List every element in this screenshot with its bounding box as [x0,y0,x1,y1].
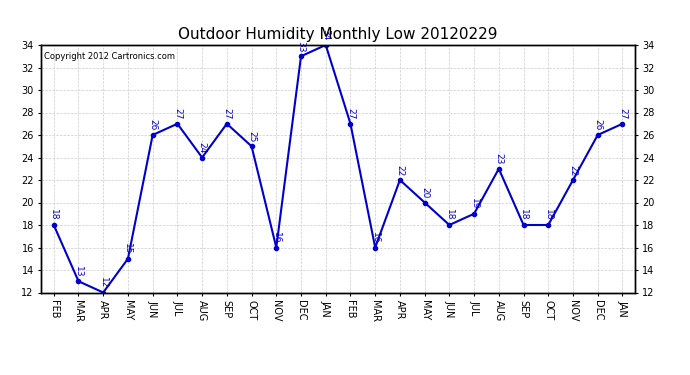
Text: 22: 22 [569,165,578,176]
Text: 12: 12 [99,277,108,288]
Text: 15: 15 [124,243,132,255]
Text: 19: 19 [470,198,479,210]
Text: 27: 27 [346,108,355,120]
Text: 34: 34 [322,30,331,41]
Text: 33: 33 [297,40,306,52]
Title: Outdoor Humidity Monthly Low 20120229: Outdoor Humidity Monthly Low 20120229 [178,27,498,42]
Text: 22: 22 [395,165,404,176]
Text: 18: 18 [445,209,454,221]
Text: 18: 18 [519,209,528,221]
Text: 16: 16 [272,232,281,243]
Text: 25: 25 [247,131,256,142]
Text: 16: 16 [371,232,380,243]
Text: 20: 20 [420,187,429,198]
Text: 23: 23 [494,153,503,165]
Text: 26: 26 [593,120,602,131]
Text: 27: 27 [173,108,182,120]
Text: 13: 13 [74,266,83,277]
Text: 24: 24 [197,142,206,153]
Text: 27: 27 [222,108,231,120]
Text: 18: 18 [544,209,553,221]
Text: 18: 18 [49,209,58,221]
Text: Copyright 2012 Cartronics.com: Copyright 2012 Cartronics.com [44,53,175,62]
Text: 26: 26 [148,120,157,131]
Text: 27: 27 [618,108,627,120]
